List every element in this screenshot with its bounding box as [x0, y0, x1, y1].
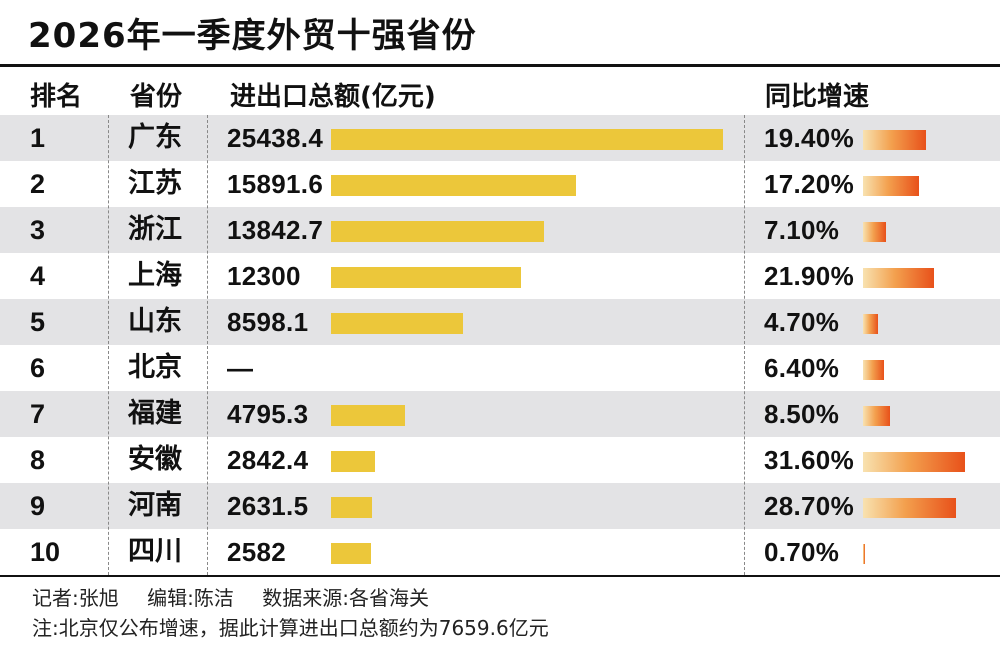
- table-row: 4 上海 12300 21.90%: [0, 253, 1000, 299]
- table-row: 3 浙江 13842.7 7.10%: [0, 207, 1000, 253]
- header-province: 省份: [130, 82, 183, 112]
- total-bar: [331, 313, 464, 334]
- rank-cell: 3: [30, 215, 46, 245]
- top-rule: [0, 64, 1000, 67]
- total-value-label: 13842.7: [227, 215, 324, 245]
- total-bar: [331, 543, 371, 564]
- growth-bar: [863, 222, 886, 242]
- total-bar: [331, 497, 372, 518]
- total-bar: [331, 267, 521, 288]
- table-row: 2 江苏 15891.6 17.20%: [0, 161, 1000, 207]
- growth-value-label: 31.60%: [764, 445, 854, 475]
- growth-bar: [863, 314, 879, 334]
- rank-cell: 1: [30, 123, 46, 153]
- data-source: 数据来源:各省海关: [262, 586, 429, 610]
- table-row: 5 山东 8598.1 4.70%: [0, 299, 1000, 345]
- total-bar: [331, 221, 545, 242]
- province-cell: 上海: [128, 260, 182, 291]
- chart-title: 2026年一季度外贸十强省份: [28, 16, 477, 56]
- growth-bar: [863, 406, 891, 426]
- total-value-label: 15891.6: [227, 169, 324, 199]
- rank-cell: 4: [30, 261, 46, 291]
- column-divider: [744, 115, 745, 575]
- table-row: 1 广东 25438.4 19.40%: [0, 115, 1000, 161]
- editor-credit: 编辑:陈洁: [147, 586, 234, 610]
- growth-value-label: 6.40%: [764, 353, 840, 383]
- growth-bar: [863, 268, 934, 288]
- province-cell: 浙江: [128, 214, 182, 245]
- total-bar: [331, 175, 576, 196]
- total-value-label: 12300: [227, 261, 301, 291]
- province-cell: 广东: [128, 122, 182, 153]
- rank-cell: 8: [30, 445, 46, 475]
- growth-value-label: 8.50%: [764, 399, 840, 429]
- table-row: 9 河南 2631.5 28.70%: [0, 483, 1000, 529]
- data-table: 1 广东 25438.4 19.40% 2 江苏 15891.6 17.20% 3 浙江 13842…: [0, 115, 1000, 575]
- growth-value-label: 28.70%: [764, 491, 854, 521]
- total-value-label: 2631.5: [227, 491, 309, 521]
- header-rank: 排名: [30, 82, 83, 112]
- bottom-rule: [0, 575, 1000, 577]
- province-cell: 福建: [128, 398, 182, 429]
- growth-bar: [863, 176, 919, 196]
- table-row: 8 安徽 2842.4 31.60%: [0, 437, 1000, 483]
- province-cell: 安徽: [128, 444, 182, 475]
- table-row: 7 福建 4795.3 8.50%: [0, 391, 1000, 437]
- growth-value-label: 17.20%: [764, 169, 854, 199]
- rank-cell: 2: [30, 169, 46, 199]
- total-bar: [331, 451, 375, 472]
- growth-bar: [863, 452, 965, 472]
- total-value-label: 25438.4: [227, 123, 324, 153]
- province-cell: 江苏: [128, 168, 182, 199]
- reporter-credit: 记者:张旭: [32, 586, 119, 610]
- province-cell: 四川: [128, 536, 182, 567]
- rank-cell: 5: [30, 307, 46, 337]
- growth-value-label: 4.70%: [764, 307, 840, 337]
- rank-cell: 7: [30, 399, 46, 429]
- rank-cell: 6: [30, 353, 46, 383]
- province-cell: 山东: [128, 306, 182, 337]
- header-total: 进出口总额(亿元): [230, 82, 436, 112]
- footnote: 注:北京仅公布增速，据此计算进出口总额约为7659.6亿元: [32, 616, 549, 640]
- growth-value-label: 0.70%: [764, 537, 840, 567]
- header-growth: 同比增速: [765, 82, 870, 112]
- total-value-label: 8598.1: [227, 307, 309, 337]
- table-row: 10 四川 2582 0.70%: [0, 529, 1000, 575]
- growth-bar: [863, 544, 866, 564]
- growth-value-label: 19.40%: [764, 123, 854, 153]
- province-cell: 北京: [128, 352, 182, 383]
- total-value-label: 4795.3: [227, 399, 309, 429]
- growth-value-label: 7.10%: [764, 215, 840, 245]
- growth-bar: [863, 498, 956, 518]
- total-value-label: 2582: [227, 537, 287, 567]
- column-divider: [108, 115, 109, 575]
- growth-value-label: 21.90%: [764, 261, 854, 291]
- total-value-label: —: [227, 353, 254, 383]
- total-bar: [331, 129, 723, 150]
- province-cell: 河南: [128, 490, 182, 521]
- credits: 记者:张旭 编辑:陈洁 数据来源:各省海关: [32, 582, 451, 611]
- growth-bar: [863, 360, 884, 380]
- table-row: 6 北京 — 6.40%: [0, 345, 1000, 391]
- rank-cell: 10: [30, 537, 61, 567]
- growth-bar: [863, 130, 926, 150]
- total-bar: [331, 405, 405, 426]
- column-divider: [207, 115, 208, 575]
- total-value-label: 2842.4: [227, 445, 309, 475]
- rank-cell: 9: [30, 491, 46, 521]
